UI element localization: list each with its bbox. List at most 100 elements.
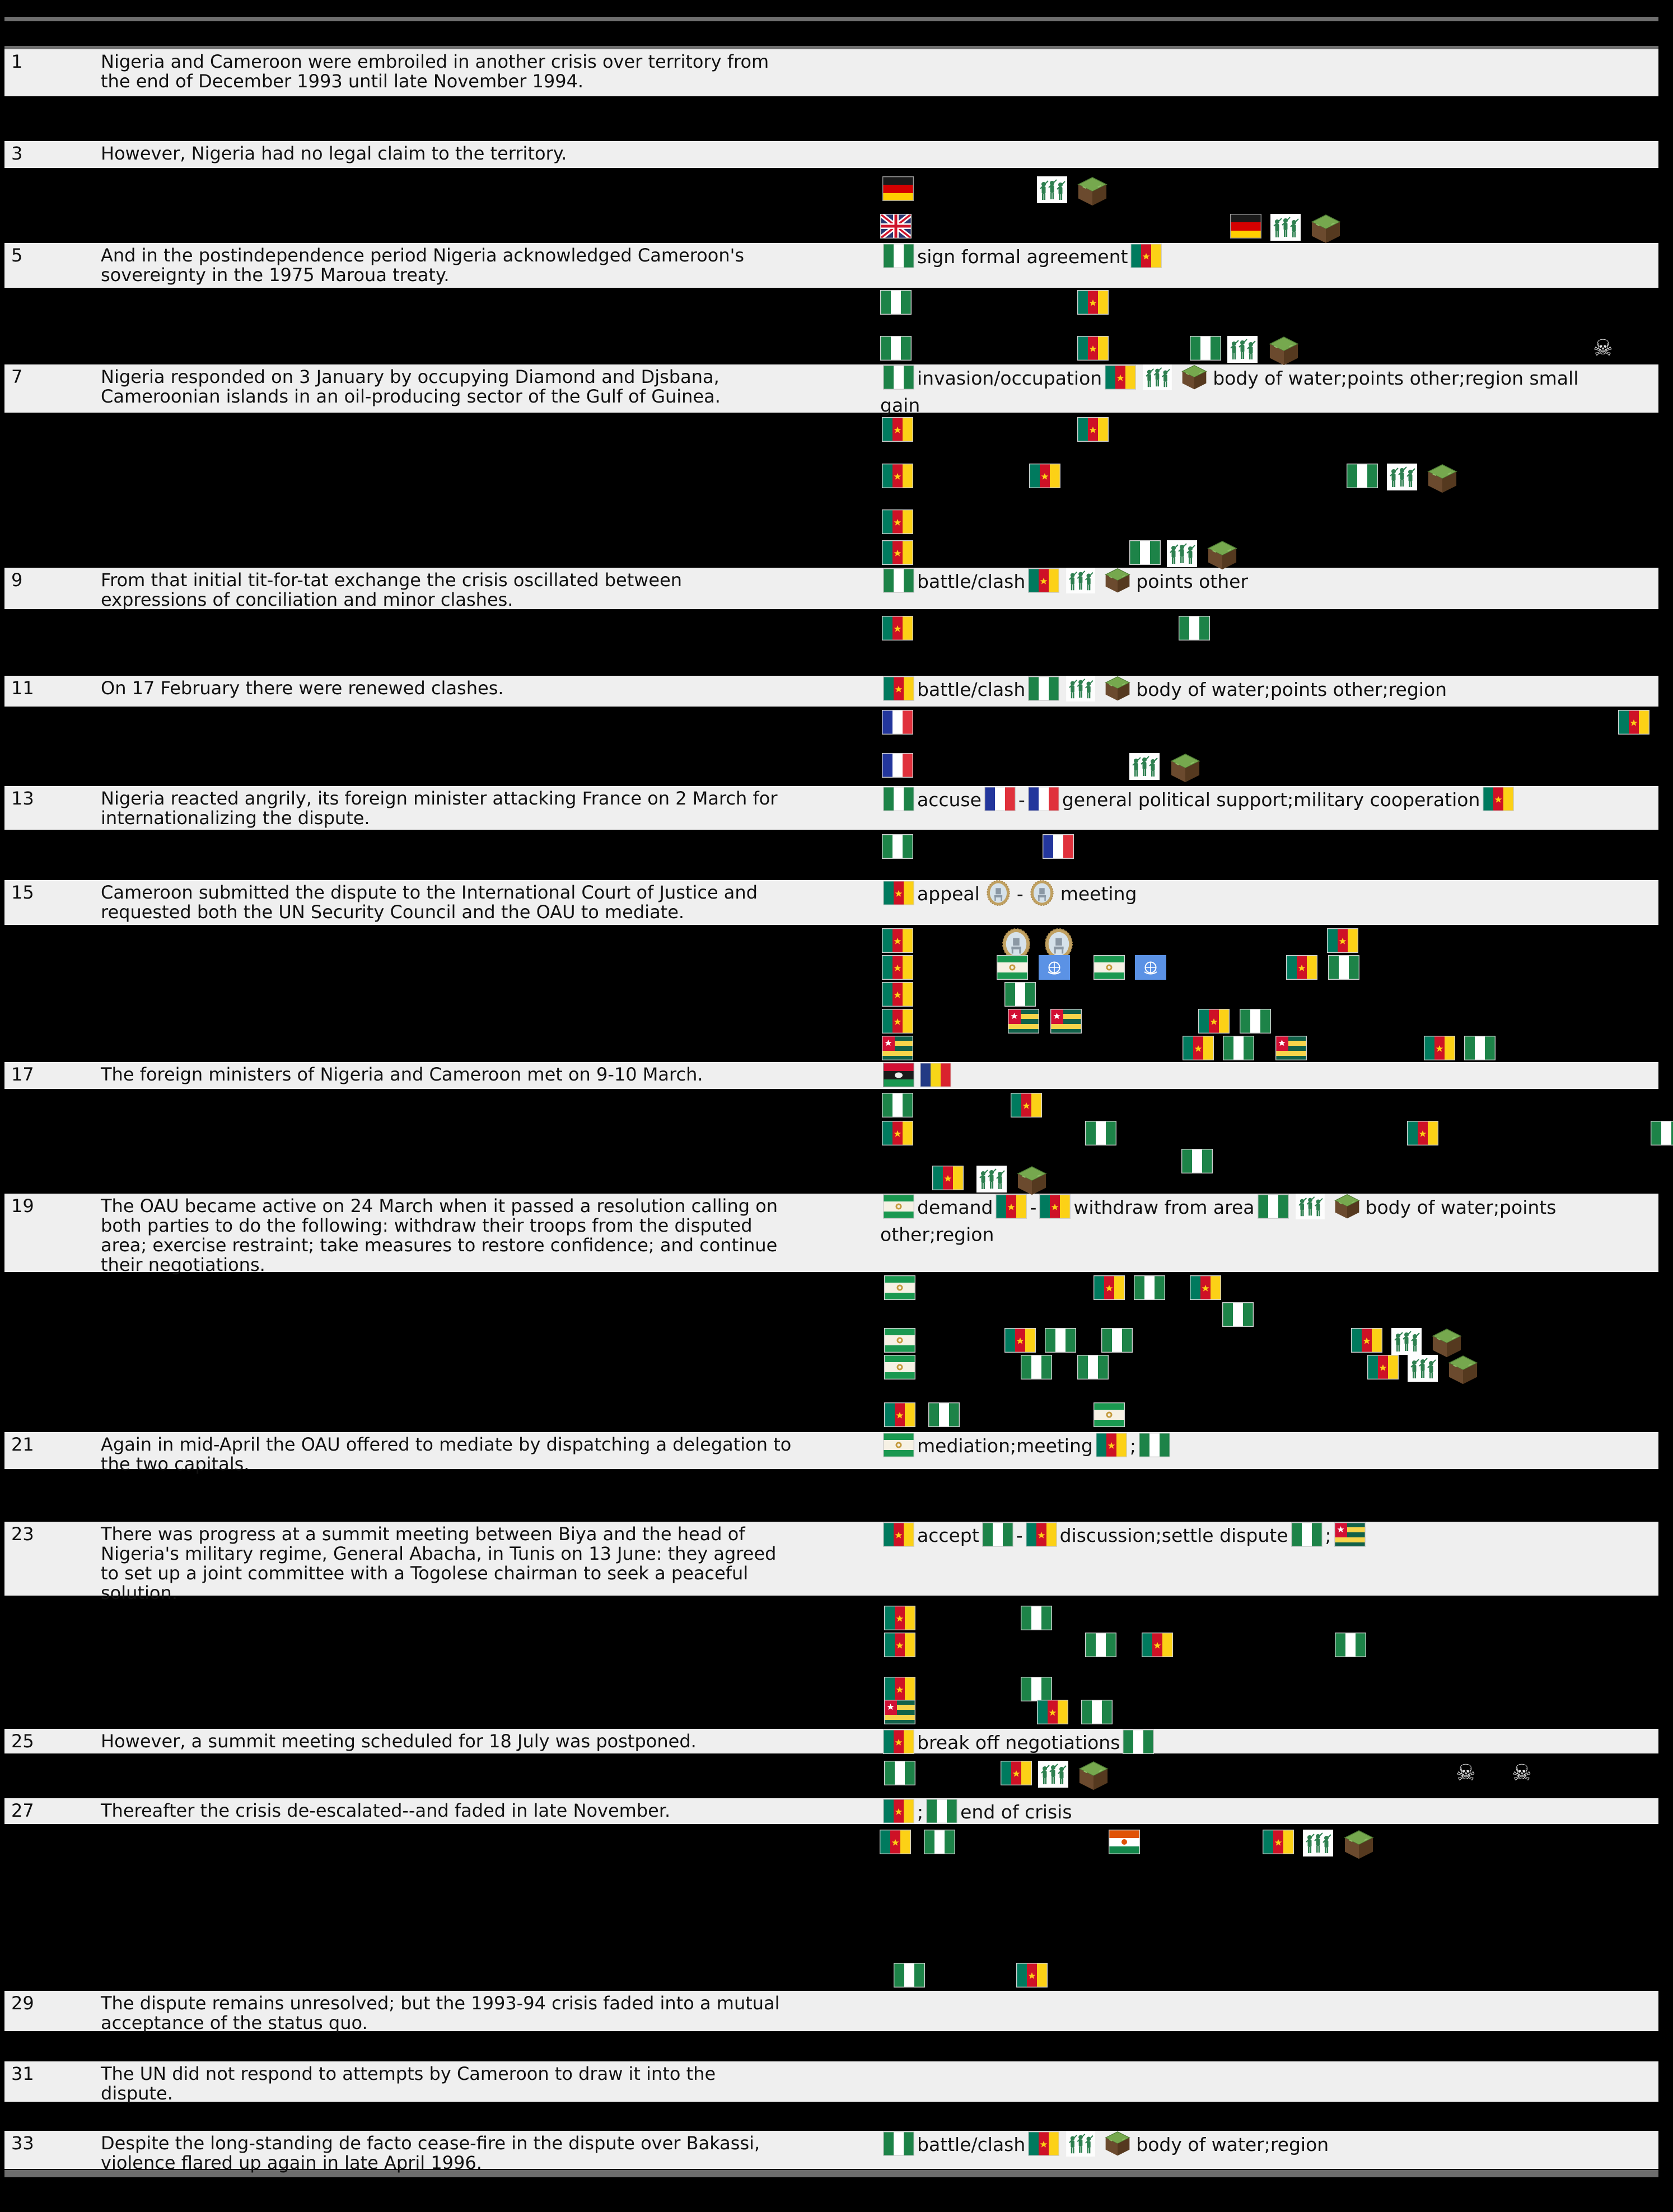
cameroon-flag	[882, 540, 913, 565]
sentence-text: From that initial tit-for-tat exchange t…	[101, 570, 682, 610]
event-timeline-marker	[1408, 1355, 1438, 1382]
sentence-number: 21	[11, 1434, 34, 1455]
sentence-row[interactable]: 21 Again in mid-April the OAU offered to …	[4, 1432, 1658, 1474]
event-timeline-marker	[880, 214, 912, 238]
sentence-row[interactable]: 11 On 17 February there were renewed clas…	[4, 676, 1658, 707]
event-timeline-marker	[880, 336, 912, 361]
event-annotation-label: battle/clash	[917, 679, 1026, 700]
sentence-row[interactable]: 25 However, a summit meeting scheduled fo…	[4, 1729, 1658, 1755]
territory-block-icon	[1331, 1194, 1363, 1219]
cameroon-flag	[1263, 1830, 1294, 1854]
nigeria-flag	[924, 1830, 955, 1854]
sentence-row[interactable]: 17 The foreign ministers of Nigeria and C…	[4, 1062, 1658, 1089]
sentence-row[interactable]: 5 And in the postindependence period Nige…	[4, 243, 1658, 288]
cameroon-flag	[882, 417, 913, 442]
event-timeline-marker	[1043, 834, 1074, 859]
oau-flag	[884, 1355, 915, 1379]
sentence-row[interactable]: 19 The OAU became active on 24 March when…	[4, 1194, 1658, 1275]
event-timeline-marker	[1077, 336, 1109, 361]
event-annotation: battle/clash body of water;points other;r…	[880, 676, 1665, 704]
sentence-number: 7	[11, 366, 23, 387]
event-annotation-label: gain	[880, 394, 920, 417]
event-timeline-marker	[1011, 1093, 1042, 1117]
cameroon-flag	[1286, 955, 1317, 980]
sentence-row[interactable]: 7 Nigeria responded on 3 January by occup…	[4, 364, 1658, 417]
cameroon-flag	[1077, 336, 1109, 361]
event-timeline-marker	[880, 1830, 911, 1854]
nigeria-flag	[926, 1798, 958, 1824]
sentence-line: expressions of conciliation and minor cl…	[101, 589, 513, 610]
nigeria-flag	[982, 1522, 1013, 1547]
event-timeline-marker	[1222, 1302, 1254, 1327]
event-timeline-marker	[1391, 1328, 1422, 1355]
sentence-row[interactable]: 29 The dispute remains unresolved; but th…	[4, 1991, 1658, 2033]
event-annotation: sign formal agreement	[880, 243, 1665, 271]
cameroon-flag	[883, 1729, 914, 1755]
sentence-text: Thereafter the crisis de-escalated--and …	[101, 1801, 670, 1821]
event-annotation-label: battle/clash	[917, 2134, 1026, 2155]
sentence-line: their negotiations.	[101, 1254, 265, 1275]
event-timeline-marker	[1129, 540, 1161, 565]
cameroon-flag	[883, 1798, 914, 1824]
cameroon-flag	[882, 464, 913, 488]
event-timeline-marker	[1093, 1275, 1125, 1300]
event-timeline-marker	[884, 1355, 915, 1379]
nigeria-flag	[1222, 1302, 1254, 1327]
event-timeline-marker	[1424, 1036, 1455, 1060]
cameroon-flag	[1004, 1328, 1036, 1353]
sentence-line: solution.	[101, 1582, 177, 1603]
event-timeline-marker	[1078, 1761, 1109, 1791]
sentence-row[interactable]: 13 Nigeria reacted angrily, its foreign m…	[4, 786, 1658, 830]
event-timeline-marker	[1021, 1606, 1052, 1630]
soldiers-icon	[1167, 540, 1197, 567]
event-timeline-marker	[1427, 464, 1457, 494]
cameroon-flag	[1011, 1093, 1042, 1117]
cameroon-flag	[882, 982, 913, 1007]
event-timeline-marker	[894, 1963, 925, 1987]
sentence-text: The foreign ministers of Nigeria and Cam…	[101, 1065, 703, 1084]
icj-seal-icon	[983, 880, 1014, 906]
sentence-row[interactable]: 9 From that initial tit-for-tat exchange …	[4, 568, 1658, 610]
oau-flag	[883, 1432, 914, 1458]
soldiers-icon	[1387, 464, 1417, 490]
sentence-number: 9	[11, 569, 23, 591]
sentence-line: However, Nigeria had no legal claim to t…	[101, 143, 567, 164]
sentence-line: The dispute remains unresolved; but the …	[101, 1993, 780, 2014]
cameroon-flag	[1183, 1036, 1214, 1060]
event-timeline-marker	[882, 1009, 913, 1033]
cameroon-flag	[1028, 568, 1060, 593]
event-timeline-marker	[928, 1402, 960, 1427]
sentence-row[interactable]: 1 Nigeria and Cameroon were embroiled in …	[4, 49, 1658, 96]
sentence-row[interactable]: 33 Despite the long-standing de facto cea…	[4, 2131, 1658, 2173]
sentence-row[interactable]: 3 However, Nigeria had no legal claim to …	[4, 141, 1658, 168]
sentence-row[interactable]: 23 There was progress at a summit meeting…	[4, 1522, 1658, 1603]
event-timeline-marker	[1008, 1009, 1039, 1033]
sentence-line: Thereafter the crisis de-escalated--and …	[101, 1800, 671, 1821]
event-timeline-marker	[1351, 1328, 1382, 1353]
sentence-row[interactable]: 15 Cameroon submitted the dispute to the …	[4, 880, 1658, 925]
nigeria-flag	[1077, 1355, 1109, 1379]
event-timeline-marker: ☠	[1512, 1761, 1532, 1785]
event-timeline-marker	[1448, 1355, 1478, 1385]
nigeria-flag	[1123, 1729, 1155, 1755]
togo-flag	[1008, 1009, 1039, 1033]
cameroon-flag	[883, 880, 914, 906]
togo-flag	[1050, 1009, 1082, 1033]
soldiers-icon	[1038, 1761, 1068, 1788]
event-timeline-marker	[882, 616, 913, 640]
event-timeline-marker	[1129, 753, 1160, 780]
event-annotation: demand - withdraw from area body of water;p…	[880, 1194, 1665, 1247]
sentence-number: 25	[11, 1731, 34, 1752]
cameroon-flag	[1077, 417, 1109, 442]
sentence-text: The dispute remains unresolved; but the …	[101, 1994, 780, 2033]
sentence-line: sovereignty in the 1975 Maroua treaty.	[101, 264, 450, 286]
sentence-row[interactable]: 31 The UN did not respond to attempts by …	[4, 2061, 1658, 2103]
sentence-line: Nigeria's military regime, General Abach…	[101, 1543, 777, 1564]
event-timeline-marker	[1181, 1149, 1213, 1173]
event-annotation: ; end of crisis	[880, 1798, 1665, 1826]
event-annotation-label: -	[1030, 1196, 1037, 1218]
event-timeline-marker	[1240, 1009, 1271, 1033]
sentence-row[interactable]: 27 Thereafter the crisis de-escalated--an…	[4, 1798, 1658, 1824]
cameroon-flag	[1025, 1522, 1057, 1547]
event-annotation: invasion/occupation body of water;points …	[880, 364, 1665, 418]
